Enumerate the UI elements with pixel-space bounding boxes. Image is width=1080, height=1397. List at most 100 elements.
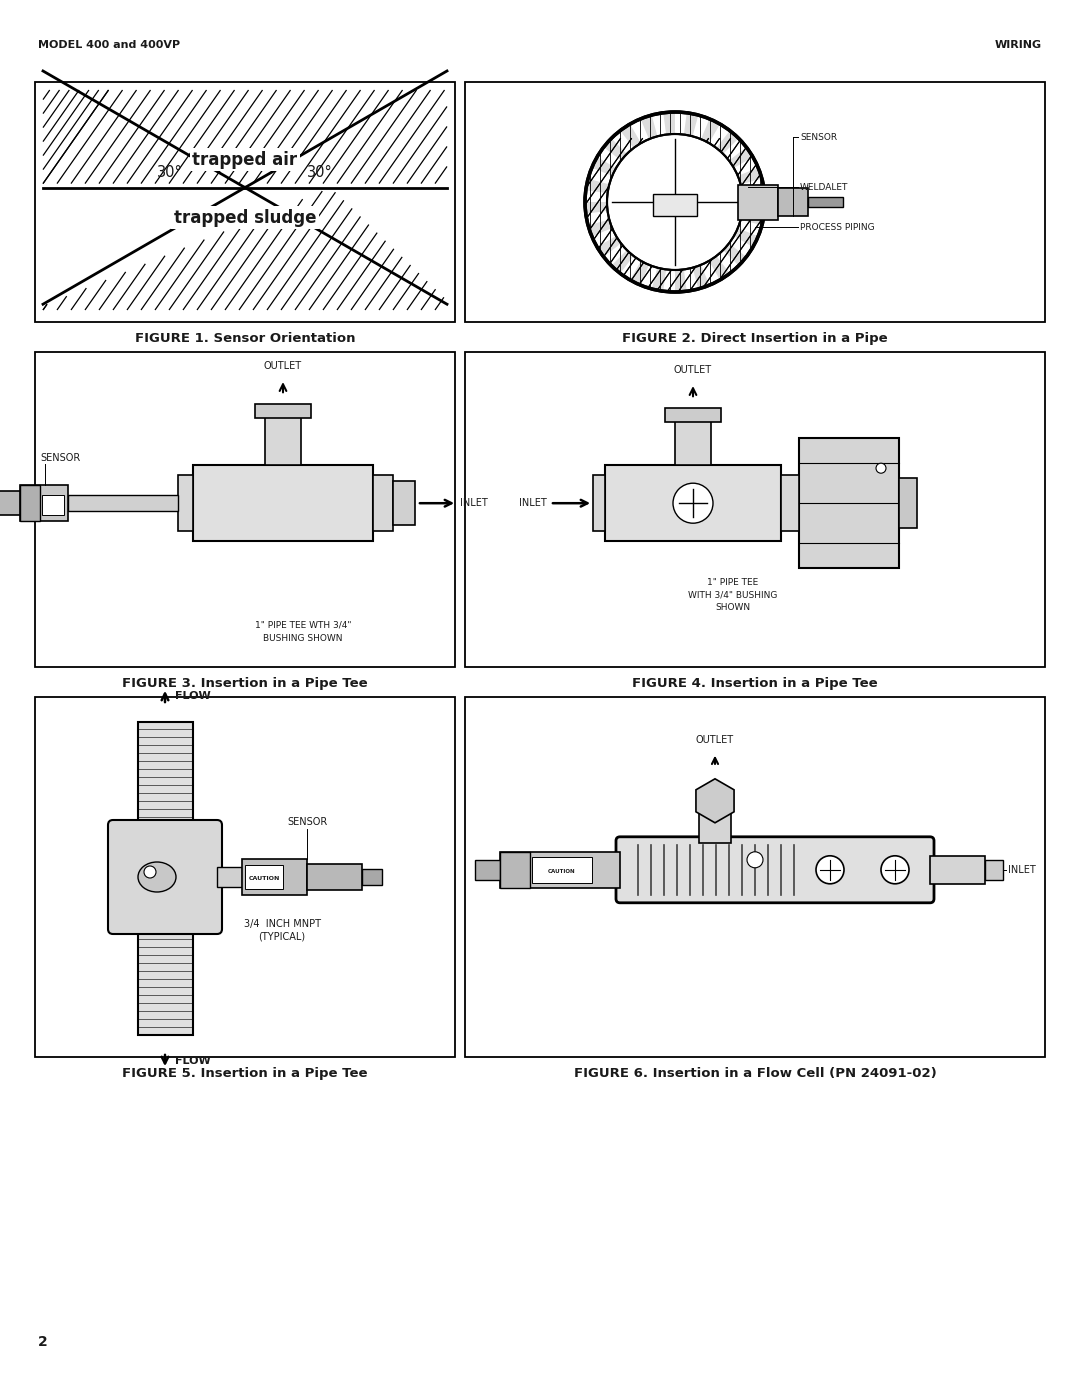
Text: 30°: 30° [307, 165, 333, 180]
Wedge shape [742, 190, 765, 203]
Bar [605, 465, 781, 541]
Bar [137, 722, 192, 821]
Circle shape [607, 134, 743, 270]
Wedge shape [701, 119, 720, 142]
Bar [35, 352, 455, 666]
Text: BUSHING SHOWN: BUSHING SHOWN [264, 634, 342, 643]
Text: trapped sludge: trapped sludge [174, 208, 316, 226]
Bar [393, 481, 415, 525]
Bar [899, 478, 917, 528]
Bar [265, 414, 301, 465]
Bar [178, 475, 193, 531]
Text: PROCESS PIPING: PROCESS PIPING [800, 222, 875, 232]
Text: SENSOR: SENSOR [800, 133, 837, 141]
Text: 30°: 30° [157, 165, 183, 180]
Bar [255, 404, 311, 418]
Text: INLET: INLET [460, 499, 488, 509]
Wedge shape [729, 147, 753, 168]
Bar [465, 352, 1045, 666]
FancyBboxPatch shape [616, 837, 934, 902]
Wedge shape [589, 219, 612, 236]
Bar [738, 184, 778, 219]
Bar [21, 485, 68, 521]
Bar [42, 495, 64, 515]
Text: 2: 2 [38, 1336, 48, 1350]
Bar [799, 439, 899, 569]
Bar [21, 485, 40, 521]
Polygon shape [696, 778, 734, 823]
Bar [217, 868, 242, 887]
Bar [675, 418, 711, 465]
Text: FIGURE 5. Insertion in a Pipe Tee: FIGURE 5. Insertion in a Pipe Tee [122, 1067, 368, 1080]
Text: INLET: INLET [1008, 865, 1036, 875]
Ellipse shape [138, 862, 176, 893]
Wedge shape [675, 270, 687, 292]
Bar [781, 475, 799, 531]
Bar [242, 859, 307, 895]
Text: FLOW: FLOW [175, 692, 211, 701]
Text: WELDALET: WELDALET [800, 183, 849, 191]
Text: FIGURE 6. Insertion in a Flow Cell (PN 24091-02): FIGURE 6. Insertion in a Flow Cell (PN 2… [573, 1067, 936, 1080]
Bar [465, 82, 1045, 321]
Text: 3/4  INCH MNPT
(TYPICAL): 3/4 INCH MNPT (TYPICAL) [243, 919, 321, 942]
Text: SENSOR: SENSOR [40, 453, 80, 464]
Wedge shape [716, 130, 739, 154]
Bar [778, 189, 808, 217]
Wedge shape [651, 268, 666, 291]
Bar [35, 697, 455, 1058]
Bar [500, 852, 530, 888]
Bar [699, 803, 731, 842]
Circle shape [881, 856, 909, 884]
Text: FLOW: FLOW [175, 1056, 211, 1066]
Wedge shape [620, 124, 642, 148]
Circle shape [816, 856, 843, 884]
Circle shape [876, 464, 886, 474]
Text: 1" PIPE TEE
WITH 3/4" BUSHING
SHOWN: 1" PIPE TEE WITH 3/4" BUSHING SHOWN [688, 578, 778, 612]
Wedge shape [604, 138, 626, 161]
Bar [137, 930, 192, 1035]
Bar [475, 859, 500, 880]
Wedge shape [630, 261, 649, 285]
Circle shape [747, 852, 762, 868]
Bar [373, 475, 393, 531]
Wedge shape [585, 179, 609, 193]
Wedge shape [741, 211, 765, 225]
Text: SENSOR: SENSOR [287, 817, 327, 827]
Bar [245, 865, 283, 888]
Bar [653, 194, 697, 217]
Bar [808, 197, 843, 207]
Wedge shape [592, 156, 616, 176]
Text: WIRING: WIRING [995, 41, 1042, 50]
Text: trapped air: trapped air [192, 151, 298, 169]
Text: INLET: INLET [519, 499, 546, 509]
Bar [593, 475, 605, 531]
Wedge shape [640, 115, 658, 140]
Wedge shape [611, 250, 634, 274]
Wedge shape [597, 236, 621, 257]
Bar [307, 863, 362, 890]
Wedge shape [734, 228, 758, 247]
Text: FIGURE 3. Insertion in a Pipe Tee: FIGURE 3. Insertion in a Pipe Tee [122, 678, 368, 690]
Bar [465, 697, 1045, 1058]
Wedge shape [663, 112, 675, 134]
Wedge shape [692, 265, 710, 289]
Text: CAUTION: CAUTION [549, 869, 576, 875]
Text: FIGURE 1. Sensor Orientation: FIGURE 1. Sensor Orientation [135, 332, 355, 345]
Text: OUTLET: OUTLET [674, 365, 712, 376]
Bar [362, 869, 382, 886]
Circle shape [673, 483, 713, 524]
Text: OUTLET: OUTLET [264, 362, 302, 372]
Wedge shape [585, 203, 608, 214]
Bar [193, 465, 373, 541]
Circle shape [144, 866, 156, 877]
Wedge shape [724, 243, 746, 265]
Text: CAUTION: CAUTION [248, 876, 280, 882]
Wedge shape [708, 256, 730, 279]
FancyBboxPatch shape [108, 820, 222, 935]
Text: OUTLET: OUTLET [696, 735, 734, 745]
Bar [35, 82, 455, 321]
Bar [532, 856, 592, 883]
Bar [500, 852, 620, 888]
Bar [665, 408, 721, 422]
Wedge shape [738, 168, 761, 184]
